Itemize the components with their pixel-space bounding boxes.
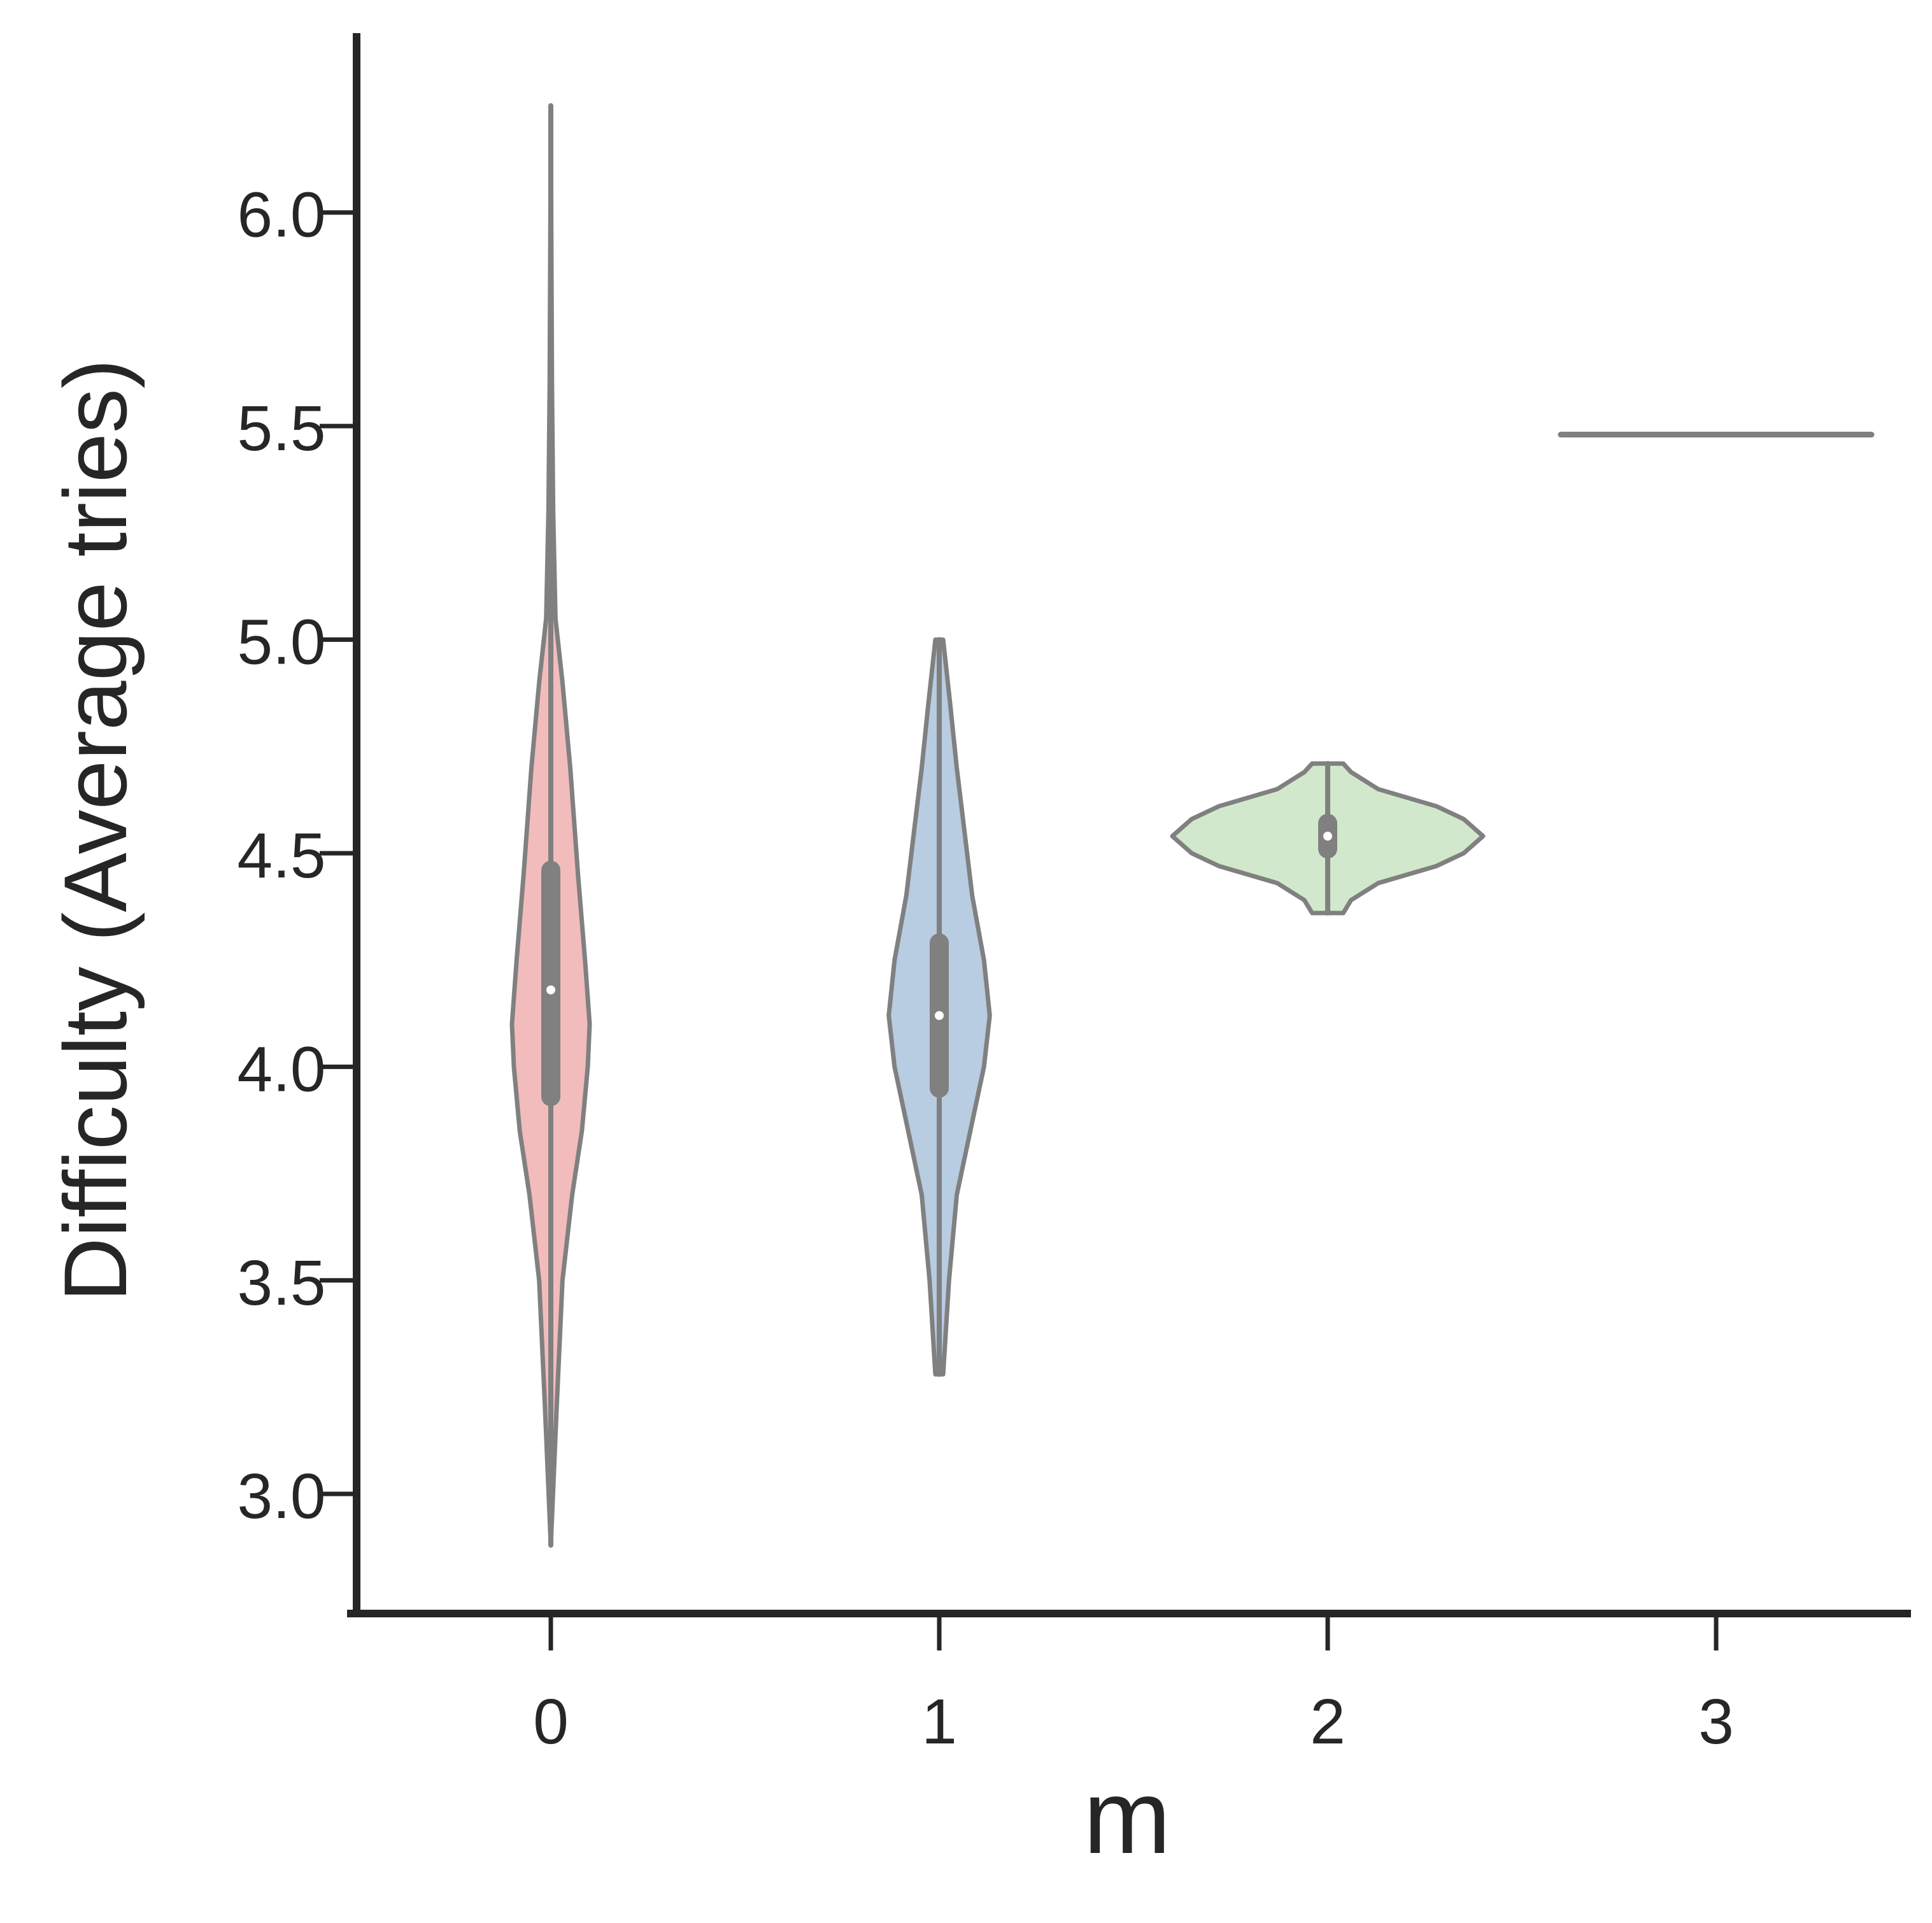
y-tick-label: 3.5	[237, 1247, 325, 1319]
violin-0	[509, 103, 592, 1548]
x-tick-label: 1	[921, 1686, 957, 1757]
violin-median-1	[935, 1011, 944, 1020]
y-axis-title: Difficulty (Average tries)	[45, 359, 145, 1302]
axes-layer	[347, 33, 1911, 1617]
x-tick-label: 3	[1698, 1686, 1734, 1757]
y-ticks: 3.0 3.5 4.0 4.5 5.0 5.5 6.0	[237, 180, 357, 1532]
x-ticks: 0 1 2 3	[533, 1614, 1734, 1757]
y-tick-label: 4.5	[237, 820, 325, 891]
x-tick-label: 0	[533, 1686, 569, 1757]
x-axis-title: m	[1083, 1758, 1170, 1875]
violin-median-2	[1323, 832, 1332, 841]
y-tick-label: 4.0	[237, 1033, 325, 1105]
violin-median-0	[546, 985, 555, 995]
violin-1	[886, 637, 992, 1377]
y-tick-label: 3.0	[237, 1461, 325, 1532]
x-tick-label: 2	[1310, 1686, 1346, 1757]
violin-2	[1170, 761, 1486, 916]
violin-layer	[509, 103, 1875, 1548]
y-tick-label: 5.5	[237, 393, 325, 464]
y-tick-label: 5.0	[237, 607, 325, 678]
y-tick-label: 6.0	[237, 180, 325, 251]
